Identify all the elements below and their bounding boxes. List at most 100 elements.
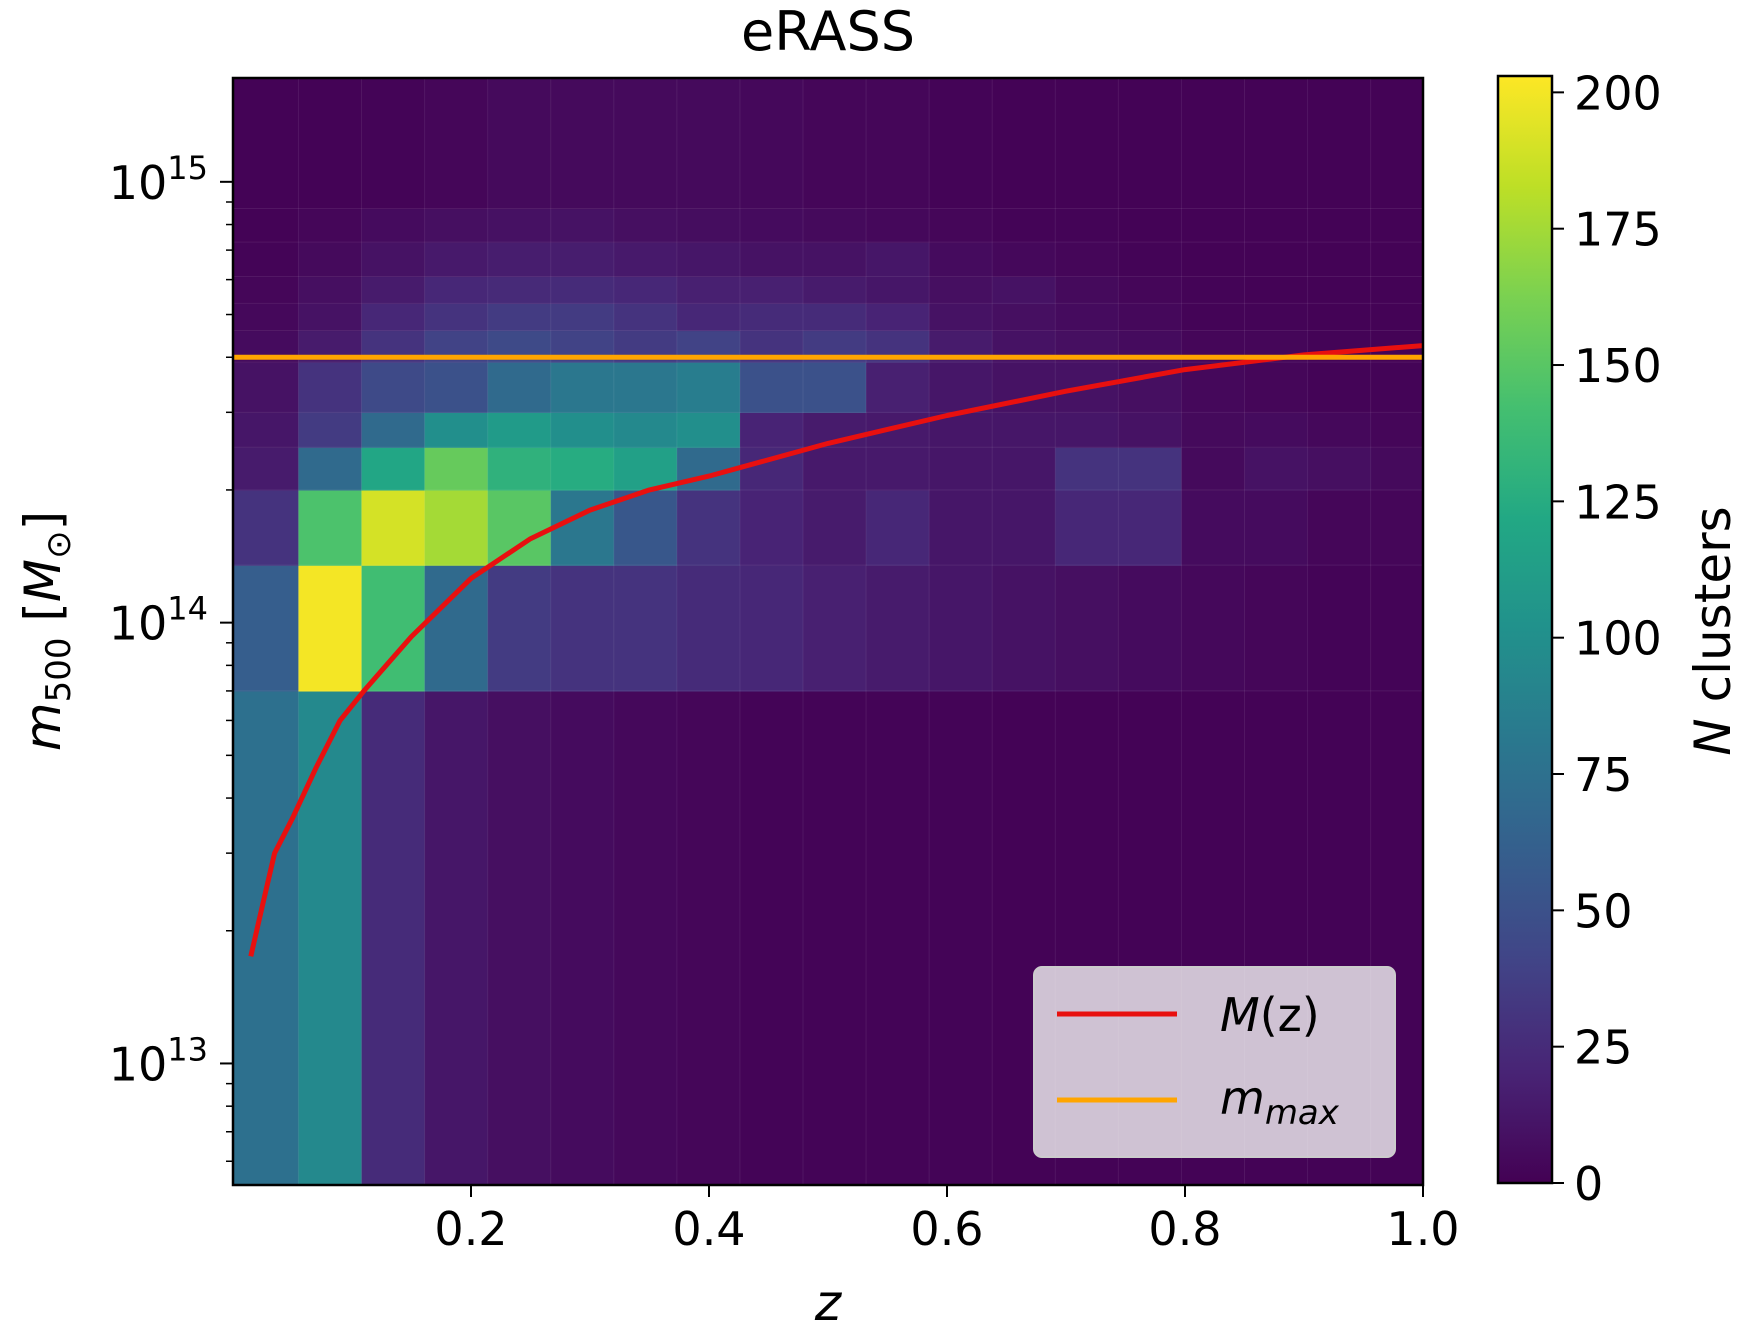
heatmap-cell bbox=[1181, 208, 1246, 243]
heatmap-cell bbox=[739, 276, 804, 304]
heatmap-cell bbox=[233, 78, 300, 210]
heatmap-cell bbox=[929, 303, 993, 332]
heatmap-cell bbox=[233, 208, 300, 243]
heatmap-cell bbox=[487, 690, 552, 1186]
heatmap-cell bbox=[676, 276, 741, 304]
heatmap-cell bbox=[1181, 489, 1246, 566]
heatmap-cell bbox=[487, 208, 552, 243]
heatmap-cell bbox=[866, 78, 930, 210]
svg-text:N clusters: N clusters bbox=[1684, 506, 1742, 755]
heatmap-cell bbox=[298, 489, 363, 566]
heatmap-cell bbox=[1181, 78, 1246, 210]
heatmap-cell bbox=[1055, 565, 1119, 692]
heatmap-cell bbox=[866, 690, 930, 1186]
heatmap-cell bbox=[1370, 208, 1424, 243]
colorbar-tick-label: 200 bbox=[1574, 66, 1662, 120]
heatmap-cell bbox=[1118, 447, 1183, 491]
heatmap-cell bbox=[1181, 447, 1246, 491]
heatmap-cell bbox=[613, 690, 678, 1186]
heatmap-cell bbox=[992, 276, 1056, 304]
colorbar-tick-label: 0 bbox=[1574, 1157, 1603, 1211]
heatmap-cell bbox=[929, 208, 993, 243]
grid-lines bbox=[233, 78, 1423, 1185]
legend: M(z) mmax bbox=[1033, 966, 1396, 1158]
heatmap-cell bbox=[1055, 412, 1119, 448]
heatmap-cell bbox=[929, 78, 993, 210]
y-tick-label: 1015 bbox=[109, 149, 208, 210]
heatmap-cell bbox=[361, 208, 426, 243]
heatmap-cell bbox=[1118, 208, 1183, 243]
y-tick-label: 1013 bbox=[109, 1030, 208, 1091]
heatmap-cell bbox=[550, 362, 615, 413]
heatmap-cell bbox=[676, 412, 741, 448]
heatmap-cell bbox=[1244, 208, 1309, 243]
heatmap-cell bbox=[487, 303, 552, 332]
heatmap-cell bbox=[487, 362, 552, 413]
heatmap-cell bbox=[1055, 303, 1119, 332]
heatmap-cell bbox=[866, 276, 930, 304]
heatmap-cell bbox=[361, 690, 426, 1186]
heatmap-cell bbox=[1307, 208, 1372, 243]
heatmap-cell bbox=[1244, 489, 1309, 566]
heatmap-cell bbox=[992, 208, 1056, 243]
heatmap-cell bbox=[550, 489, 615, 566]
heatmap-cell bbox=[361, 276, 426, 304]
heatmap-cell bbox=[1181, 565, 1246, 692]
heatmap-cell bbox=[233, 489, 300, 566]
x-tick-label: 0.4 bbox=[672, 1202, 745, 1256]
heatmap-cell bbox=[929, 242, 993, 278]
heatmap-cell bbox=[1370, 276, 1424, 304]
y-tick-label: 1014 bbox=[109, 590, 208, 651]
heatmap-cell bbox=[424, 565, 489, 692]
heatmap-cell bbox=[929, 489, 993, 566]
heatmap-cell bbox=[298, 208, 363, 243]
heatmap-cell bbox=[361, 78, 426, 210]
legend-box bbox=[1033, 966, 1396, 1158]
heatmap-cell bbox=[1244, 412, 1309, 448]
heatmap-cell bbox=[803, 78, 867, 210]
colorbar-label-rest: clusters bbox=[1684, 506, 1742, 718]
heatmap-cell bbox=[1307, 362, 1372, 413]
heatmap-cell bbox=[1181, 412, 1246, 448]
x-tick-label: 1.0 bbox=[1386, 1202, 1459, 1256]
heatmap-cell bbox=[992, 447, 1056, 491]
heatmap-cell bbox=[487, 276, 552, 304]
heatmap-cell bbox=[298, 362, 363, 413]
heatmap-cell bbox=[1118, 489, 1183, 566]
x-tick-label: 0.6 bbox=[910, 1202, 983, 1256]
heatmap-cell bbox=[1307, 447, 1372, 491]
heatmap-cell bbox=[1244, 362, 1309, 413]
heatmap-cell bbox=[1181, 242, 1246, 278]
heatmap-cell bbox=[298, 565, 363, 692]
heatmap-cell bbox=[676, 362, 741, 413]
heatmap-cell bbox=[424, 303, 489, 332]
heatmap-cell bbox=[739, 565, 804, 692]
heatmap-cell bbox=[676, 78, 741, 210]
heatmap-cell bbox=[739, 489, 804, 566]
heatmap-cell bbox=[361, 242, 426, 278]
heatmap-cell bbox=[803, 208, 867, 243]
x-tick-label: 0.8 bbox=[1148, 1202, 1221, 1256]
heatmap-cell bbox=[424, 208, 489, 243]
heatmap-cell bbox=[803, 303, 867, 332]
heatmap-cell bbox=[803, 276, 867, 304]
heatmap-cell bbox=[487, 242, 552, 278]
heatmap-cell bbox=[613, 78, 678, 210]
heatmap-cell bbox=[866, 362, 930, 413]
heatmap-cell bbox=[233, 303, 300, 332]
heatmap-cell bbox=[487, 78, 552, 210]
colorbar-label: N clusters bbox=[1684, 506, 1742, 755]
heatmap-cell bbox=[739, 303, 804, 332]
heatmap-cell bbox=[1244, 303, 1309, 332]
heatmap-cell bbox=[1118, 303, 1183, 332]
colorbar-tick-label: 50 bbox=[1574, 884, 1633, 938]
heatmap-cell bbox=[1307, 276, 1372, 304]
heatmap-cell bbox=[866, 489, 930, 566]
heatmap-cell bbox=[676, 565, 741, 692]
heatmap-cell bbox=[676, 303, 741, 332]
x-tick-label: 0.2 bbox=[434, 1202, 507, 1256]
y-ticks: 1013 1014 1015 bbox=[109, 149, 233, 1163]
heatmap-cell bbox=[298, 303, 363, 332]
heatmap-cell bbox=[361, 565, 426, 692]
heatmap-cell bbox=[1118, 565, 1183, 692]
